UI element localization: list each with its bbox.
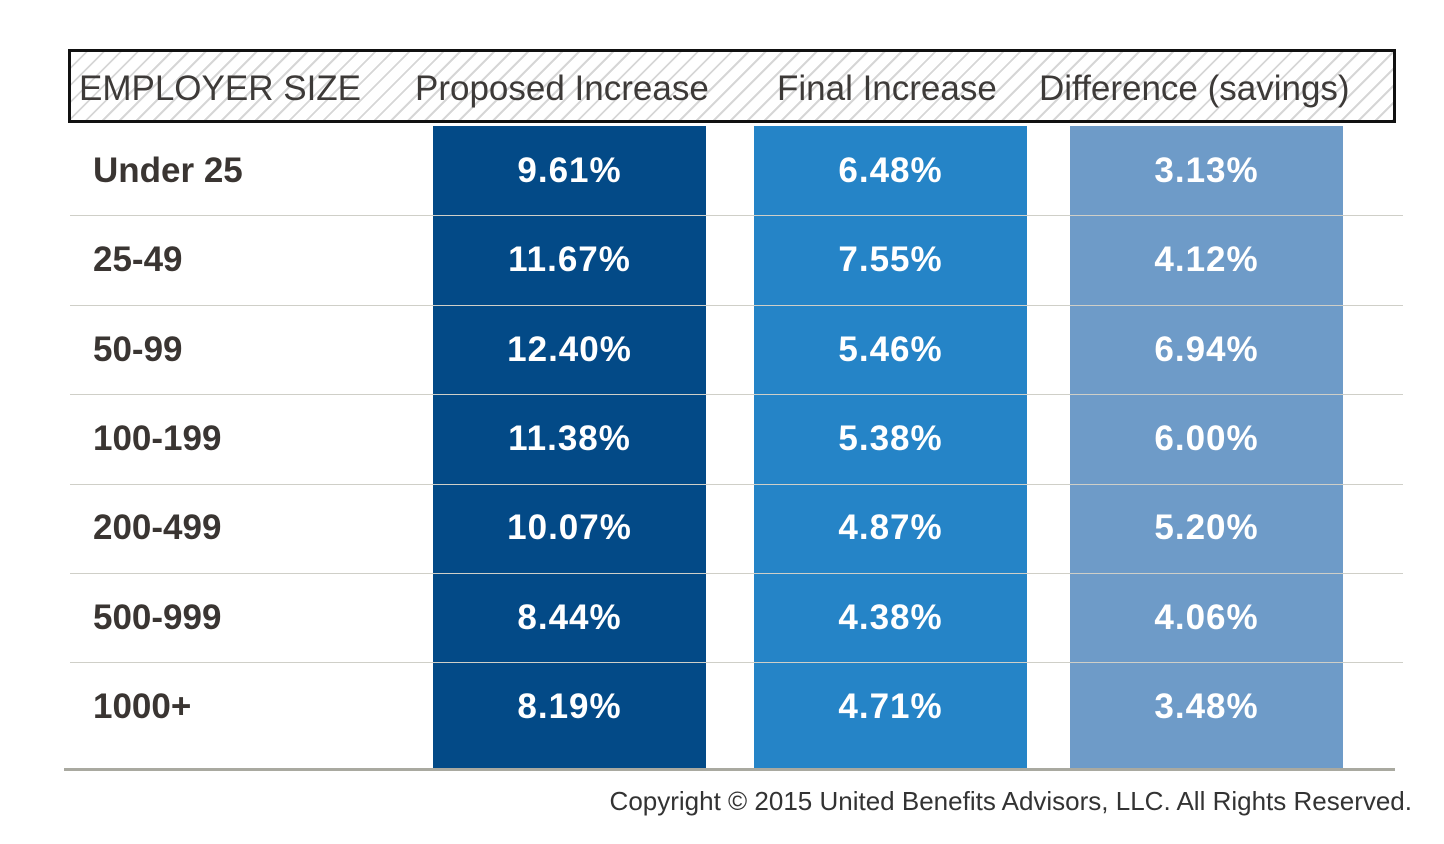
copyright-notice: Copyright © 2015 United Benefits Advisor… [609,786,1412,816]
employer-size-label: 500-999 [93,597,222,637]
final-value: 5.46% [838,329,943,369]
proposed-value: 10.07% [507,508,632,548]
difference-value: 3.13% [1154,150,1259,190]
difference-value: 6.00% [1154,418,1259,458]
proposed-value: 8.44% [517,597,622,637]
difference-value: 3.48% [1154,687,1259,727]
row-divider [70,573,1403,574]
header-employer-size: EMPLOYER SIZE [79,69,362,108]
table-bottom-rule [64,768,1395,771]
employer-size-label: 1000+ [93,687,192,727]
proposed-value: 9.61% [517,150,622,190]
final-value: 5.38% [838,418,943,458]
difference-value: 4.06% [1154,597,1259,637]
employer-size-label: 200-499 [93,508,222,548]
difference-value: 6.94% [1154,329,1259,369]
header-final-increase: Final Increase [777,69,997,108]
final-value: 7.55% [838,240,943,280]
table-header: EMPLOYER SIZE Proposed Increase Final In… [68,49,1396,123]
row-divider [70,394,1403,395]
row-divider [70,215,1403,216]
final-column-band [754,126,1027,769]
row-divider [70,305,1403,306]
employer-size-label: Under 25 [93,150,243,190]
proposed-value: 11.67% [508,240,631,280]
proposed-value: 11.38% [508,418,631,458]
employer-size-label: 100-199 [93,418,222,458]
employer-size-label: 25-49 [93,240,183,280]
proposed-value: 8.19% [517,687,622,727]
final-value: 4.87% [838,508,943,548]
difference-value: 4.12% [1154,240,1259,280]
row-divider [70,484,1403,485]
final-value: 4.71% [838,687,943,727]
proposed-value: 12.40% [507,329,632,369]
header-proposed-increase: Proposed Increase [415,69,709,108]
final-value: 6.48% [838,150,943,190]
row-divider [70,662,1403,663]
proposed-column-band [433,126,706,769]
employer-size-label: 50-99 [93,329,183,369]
header-difference: Difference (savings) [1039,69,1350,108]
difference-column-band [1070,126,1343,769]
difference-value: 5.20% [1154,508,1259,548]
final-value: 4.38% [838,597,943,637]
